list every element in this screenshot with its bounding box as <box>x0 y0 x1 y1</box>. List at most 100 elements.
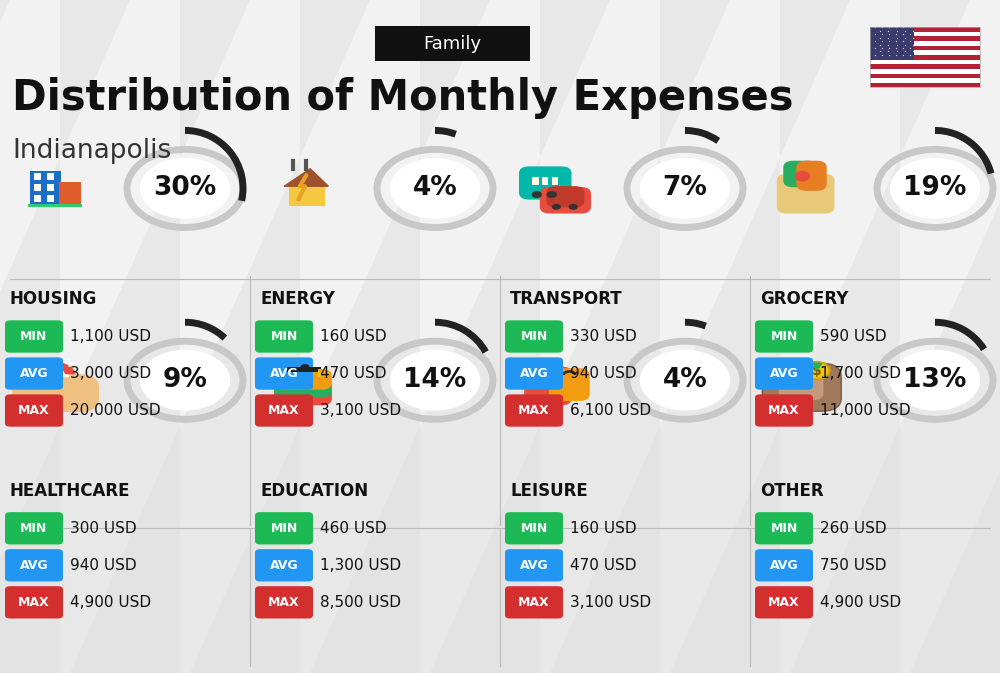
Text: MAX: MAX <box>518 404 550 417</box>
Text: 8,500 USD: 8,500 USD <box>320 595 401 610</box>
FancyBboxPatch shape <box>375 26 530 61</box>
Text: 1,300 USD: 1,300 USD <box>320 558 401 573</box>
Text: 30%: 30% <box>153 176 217 201</box>
FancyBboxPatch shape <box>870 27 980 32</box>
FancyBboxPatch shape <box>5 512 63 544</box>
Text: HEALTHCARE: HEALTHCARE <box>10 483 130 500</box>
FancyBboxPatch shape <box>28 204 82 207</box>
Text: 260 USD: 260 USD <box>820 521 887 536</box>
Text: AVG: AVG <box>520 559 548 572</box>
Text: 470 USD: 470 USD <box>570 558 637 573</box>
FancyBboxPatch shape <box>5 357 63 390</box>
FancyBboxPatch shape <box>505 357 563 390</box>
FancyBboxPatch shape <box>59 182 81 206</box>
FancyBboxPatch shape <box>505 512 563 544</box>
Text: 1,100 USD: 1,100 USD <box>70 329 151 344</box>
FancyBboxPatch shape <box>796 161 827 191</box>
Circle shape <box>34 362 76 390</box>
Text: 940 USD: 940 USD <box>70 558 137 573</box>
Text: 750 USD: 750 USD <box>820 558 887 573</box>
FancyBboxPatch shape <box>47 184 54 190</box>
FancyBboxPatch shape <box>552 177 558 185</box>
Text: U: U <box>541 374 555 392</box>
Text: 19%: 19% <box>903 176 967 201</box>
FancyBboxPatch shape <box>255 320 313 353</box>
FancyBboxPatch shape <box>779 374 823 400</box>
FancyBboxPatch shape <box>505 394 563 427</box>
Text: 1,700 USD: 1,700 USD <box>820 366 901 381</box>
FancyBboxPatch shape <box>870 50 980 55</box>
FancyBboxPatch shape <box>540 187 591 213</box>
FancyBboxPatch shape <box>755 549 813 581</box>
Text: AVG: AVG <box>20 559 48 572</box>
Text: HOUSING: HOUSING <box>10 291 97 308</box>
FancyBboxPatch shape <box>870 69 980 73</box>
FancyBboxPatch shape <box>5 394 63 427</box>
Text: MIN: MIN <box>770 522 798 535</box>
Text: MAX: MAX <box>18 596 50 609</box>
Text: MAX: MAX <box>268 596 300 609</box>
Text: Indianapolis: Indianapolis <box>12 139 171 164</box>
Circle shape <box>532 191 542 198</box>
Text: 460 USD: 460 USD <box>320 521 387 536</box>
FancyBboxPatch shape <box>777 174 834 213</box>
Text: MAX: MAX <box>268 404 300 417</box>
Text: AVG: AVG <box>520 367 548 380</box>
FancyBboxPatch shape <box>870 27 914 59</box>
Text: 3,000 USD: 3,000 USD <box>70 366 151 381</box>
Text: MIN: MIN <box>770 330 798 343</box>
Text: 20,000 USD: 20,000 USD <box>70 403 161 418</box>
FancyBboxPatch shape <box>47 173 54 180</box>
Text: ENERGY: ENERGY <box>260 291 335 308</box>
Text: MIN: MIN <box>270 522 298 535</box>
Text: GROCERY: GROCERY <box>760 291 848 308</box>
Text: +: + <box>64 357 75 370</box>
Circle shape <box>795 171 810 182</box>
FancyBboxPatch shape <box>5 586 63 618</box>
Text: 470 USD: 470 USD <box>320 366 386 381</box>
Circle shape <box>547 191 557 198</box>
Text: 330 USD: 330 USD <box>570 329 637 344</box>
Text: AVG: AVG <box>770 559 798 572</box>
Polygon shape <box>284 169 328 186</box>
FancyBboxPatch shape <box>870 41 980 46</box>
Text: EDUCATION: EDUCATION <box>260 483 368 500</box>
Circle shape <box>390 158 480 219</box>
Text: 13%: 13% <box>903 367 967 393</box>
Circle shape <box>140 158 230 219</box>
FancyBboxPatch shape <box>549 368 590 401</box>
Text: AVG: AVG <box>770 367 798 380</box>
Text: 300 USD: 300 USD <box>70 521 137 536</box>
FancyBboxPatch shape <box>34 184 41 190</box>
FancyBboxPatch shape <box>755 512 813 544</box>
FancyBboxPatch shape <box>870 73 980 78</box>
FancyBboxPatch shape <box>5 549 63 581</box>
FancyBboxPatch shape <box>274 385 332 405</box>
FancyBboxPatch shape <box>505 586 563 618</box>
Text: 7%: 7% <box>663 176 707 201</box>
Text: 4,900 USD: 4,900 USD <box>820 595 901 610</box>
FancyBboxPatch shape <box>870 46 980 50</box>
FancyBboxPatch shape <box>255 394 313 427</box>
FancyBboxPatch shape <box>274 369 332 390</box>
FancyBboxPatch shape <box>47 194 54 202</box>
Circle shape <box>640 158 730 219</box>
FancyBboxPatch shape <box>274 377 332 398</box>
Circle shape <box>890 350 980 411</box>
FancyBboxPatch shape <box>524 367 571 405</box>
Text: AVG: AVG <box>20 367 48 380</box>
FancyBboxPatch shape <box>542 177 548 185</box>
Text: 590 USD: 590 USD <box>820 329 887 344</box>
Text: 4%: 4% <box>663 367 707 393</box>
FancyBboxPatch shape <box>755 357 813 390</box>
FancyBboxPatch shape <box>870 32 980 36</box>
Circle shape <box>890 158 980 219</box>
Text: LEISURE: LEISURE <box>510 483 588 500</box>
Circle shape <box>569 204 578 210</box>
FancyBboxPatch shape <box>289 186 324 206</box>
Text: 9%: 9% <box>163 367 207 393</box>
FancyBboxPatch shape <box>870 64 980 69</box>
FancyBboxPatch shape <box>870 59 980 64</box>
Text: AVG: AVG <box>270 367 298 380</box>
Text: 3,100 USD: 3,100 USD <box>570 595 651 610</box>
